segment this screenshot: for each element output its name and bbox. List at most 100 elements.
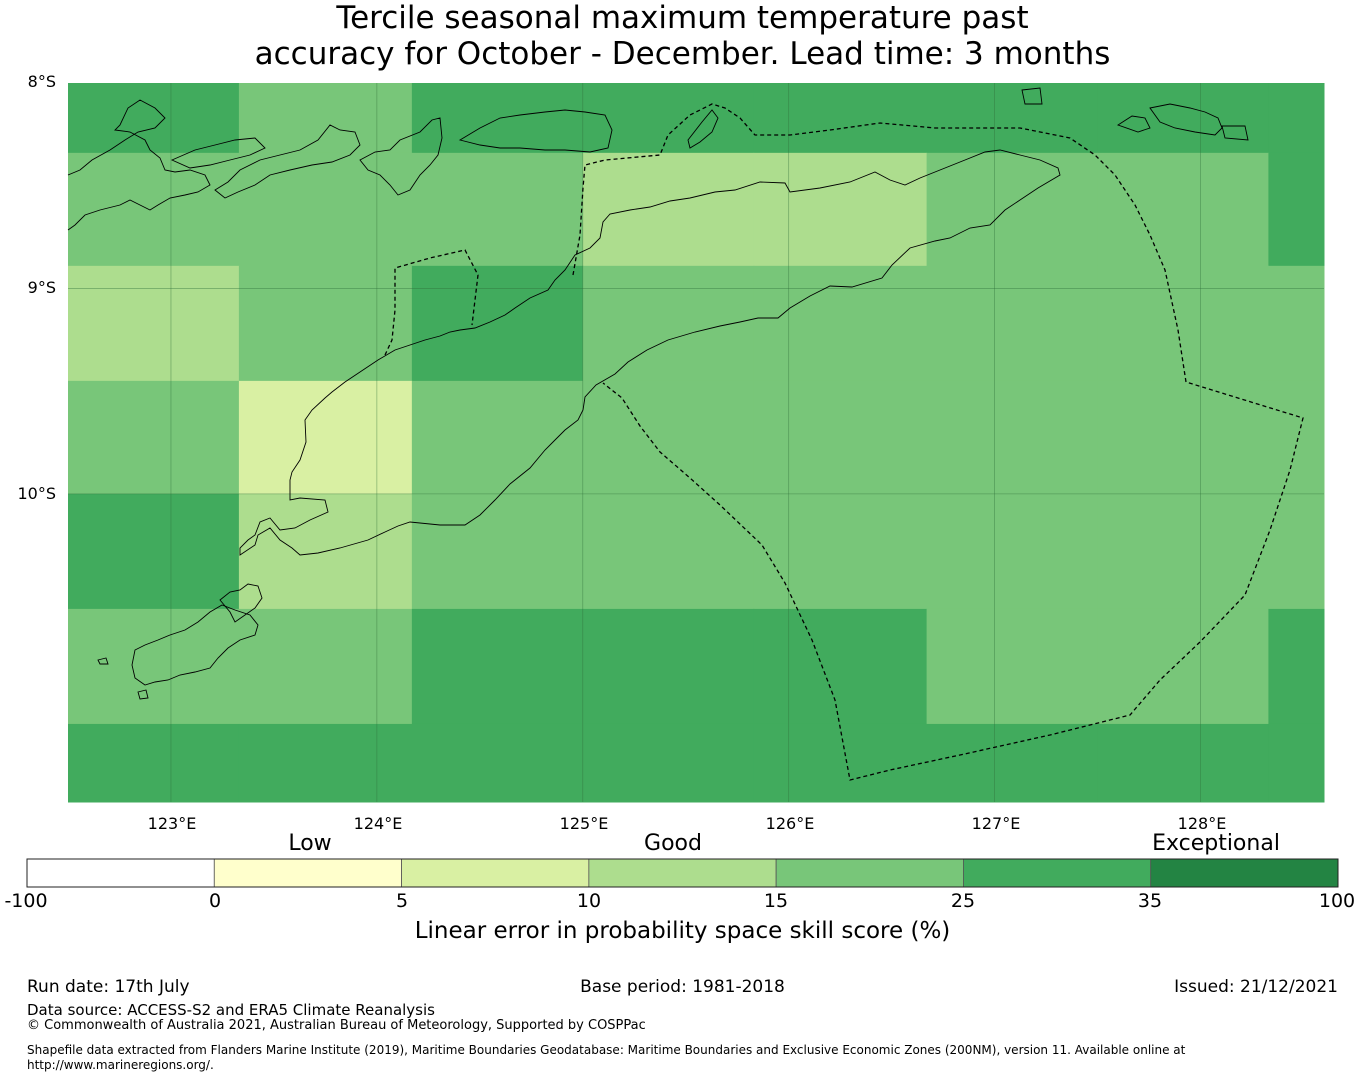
colorbar-segment [1150,858,1339,888]
skill-cell [926,380,1099,495]
coastlines [67,87,1249,700]
skill-cell [753,152,928,267]
colorbar-segment [401,858,590,888]
skill-cell [68,152,240,267]
skill-cell [753,493,928,610]
shapefile-credit-line-1: Shapefile data extracted from Flanders M… [27,1043,1186,1057]
skill-cell [926,723,1099,803]
skill-cell [582,380,755,495]
skill-cell [411,493,584,610]
pantar-island-coastline [359,117,443,196]
skill-cell [1268,265,1325,382]
colorbar-tick-label: 5 [395,890,409,912]
small-island-ne-coastline [1021,87,1043,105]
skill-cell [1268,493,1325,610]
eez-boundary-oecusse [384,249,479,356]
skill-cell [753,608,928,725]
skill-cell [238,723,413,803]
skill-cell [582,265,755,382]
skill-cell [1097,608,1269,725]
map-title: Tercile seasonal maximum temperature pas… [0,0,1365,72]
skill-cell [926,152,1099,267]
lon-label-125e: 125°E [559,814,609,833]
skill-grid [68,83,1325,803]
category-low: Low [288,831,332,856]
shapefile-credit-line-2: http://www.marineregions.org/. [27,1058,214,1072]
timor-island-coastline [239,149,1061,556]
lon-label-128e: 128°E [1177,814,1227,833]
skill-cell [582,83,755,154]
skill-cell [753,265,928,382]
colorbar-tick-label: 25 [950,890,976,912]
colorbar-frame [26,858,1339,888]
colorbar-tick-label: 0 [208,890,222,912]
skill-cell [1097,152,1269,267]
skill-cell [753,380,928,495]
skill-cell [926,608,1099,725]
flores-east-coastline [67,99,211,231]
skill-cell [1097,723,1269,803]
skill-cell [411,723,584,803]
skill-cell [411,608,584,725]
skill-cell [238,83,413,154]
skill-cell [926,83,1099,154]
skill-cell [1097,380,1269,495]
rote-island-coastline [131,604,259,686]
wetar-island-coastline [1149,103,1223,136]
skill-cell [68,493,240,610]
skill-cell [68,608,240,725]
skill-cell [68,723,240,803]
alor-island-coastline [458,109,613,153]
skill-cell [1268,608,1325,725]
lon-label-124e: 124°E [353,814,403,833]
solor-island-coastline [170,137,266,169]
lon-label-127e: 127°E [971,814,1021,833]
small-island-coastline [137,689,149,700]
skill-cell [926,265,1099,382]
colorbar-tick-label: -100 [4,890,48,912]
skill-cell [582,152,755,267]
small-island-east-coastline [1221,125,1249,141]
maritime-boundaries [384,103,1304,781]
lembata-island-coastline [214,124,361,199]
colorbar-tick-label: 100 [1318,890,1356,912]
skill-cell [1268,723,1325,803]
skill-cell [68,265,240,382]
skill-cell [1268,83,1325,154]
title-line-2: accuracy for October - December. Lead ti… [254,36,1111,72]
skill-cell [411,265,584,382]
skill-cell [411,152,584,267]
title-line-1: Tercile seasonal maximum temperature pas… [336,0,1029,36]
skill-cell [1097,265,1269,382]
skill-cell [753,83,928,154]
skill-cell [238,380,413,495]
semau-island-coastline [219,583,263,623]
graticule [68,83,1324,802]
lat-label-8s: 8°S [27,72,56,91]
colorbar-title: Linear error in probability space skill … [414,918,951,944]
skill-cell [238,608,413,725]
colorbar-segment [588,858,777,888]
skill-cell [1268,152,1325,267]
skill-cell [68,83,240,154]
colorbar-segment [26,858,215,888]
skill-cell [753,723,928,803]
skill-cell [238,152,413,267]
colorbar-tick-label: 15 [763,890,789,912]
colorbar [26,858,1339,888]
colorbar-segment [213,858,402,888]
skill-cell [411,380,584,495]
skill-cell [1097,493,1269,610]
category-good: Good [644,831,702,856]
skill-cell [1097,83,1269,154]
copyright-notice: © Commonwealth of Australia 2021, Austra… [27,1018,646,1033]
skill-cell [582,493,755,610]
lat-label-9s: 9°S [27,278,56,297]
colorbar-tick-label: 10 [576,890,602,912]
issued-date: Issued: 21/12/2021 [1174,977,1338,997]
base-period: Base period: 1981-2018 [580,977,785,997]
data-source: Data source: ACCESS-S2 and ERA5 Climate … [27,1001,435,1019]
skill-cell [1268,380,1325,495]
colorbar-tick-label: 35 [1137,890,1163,912]
